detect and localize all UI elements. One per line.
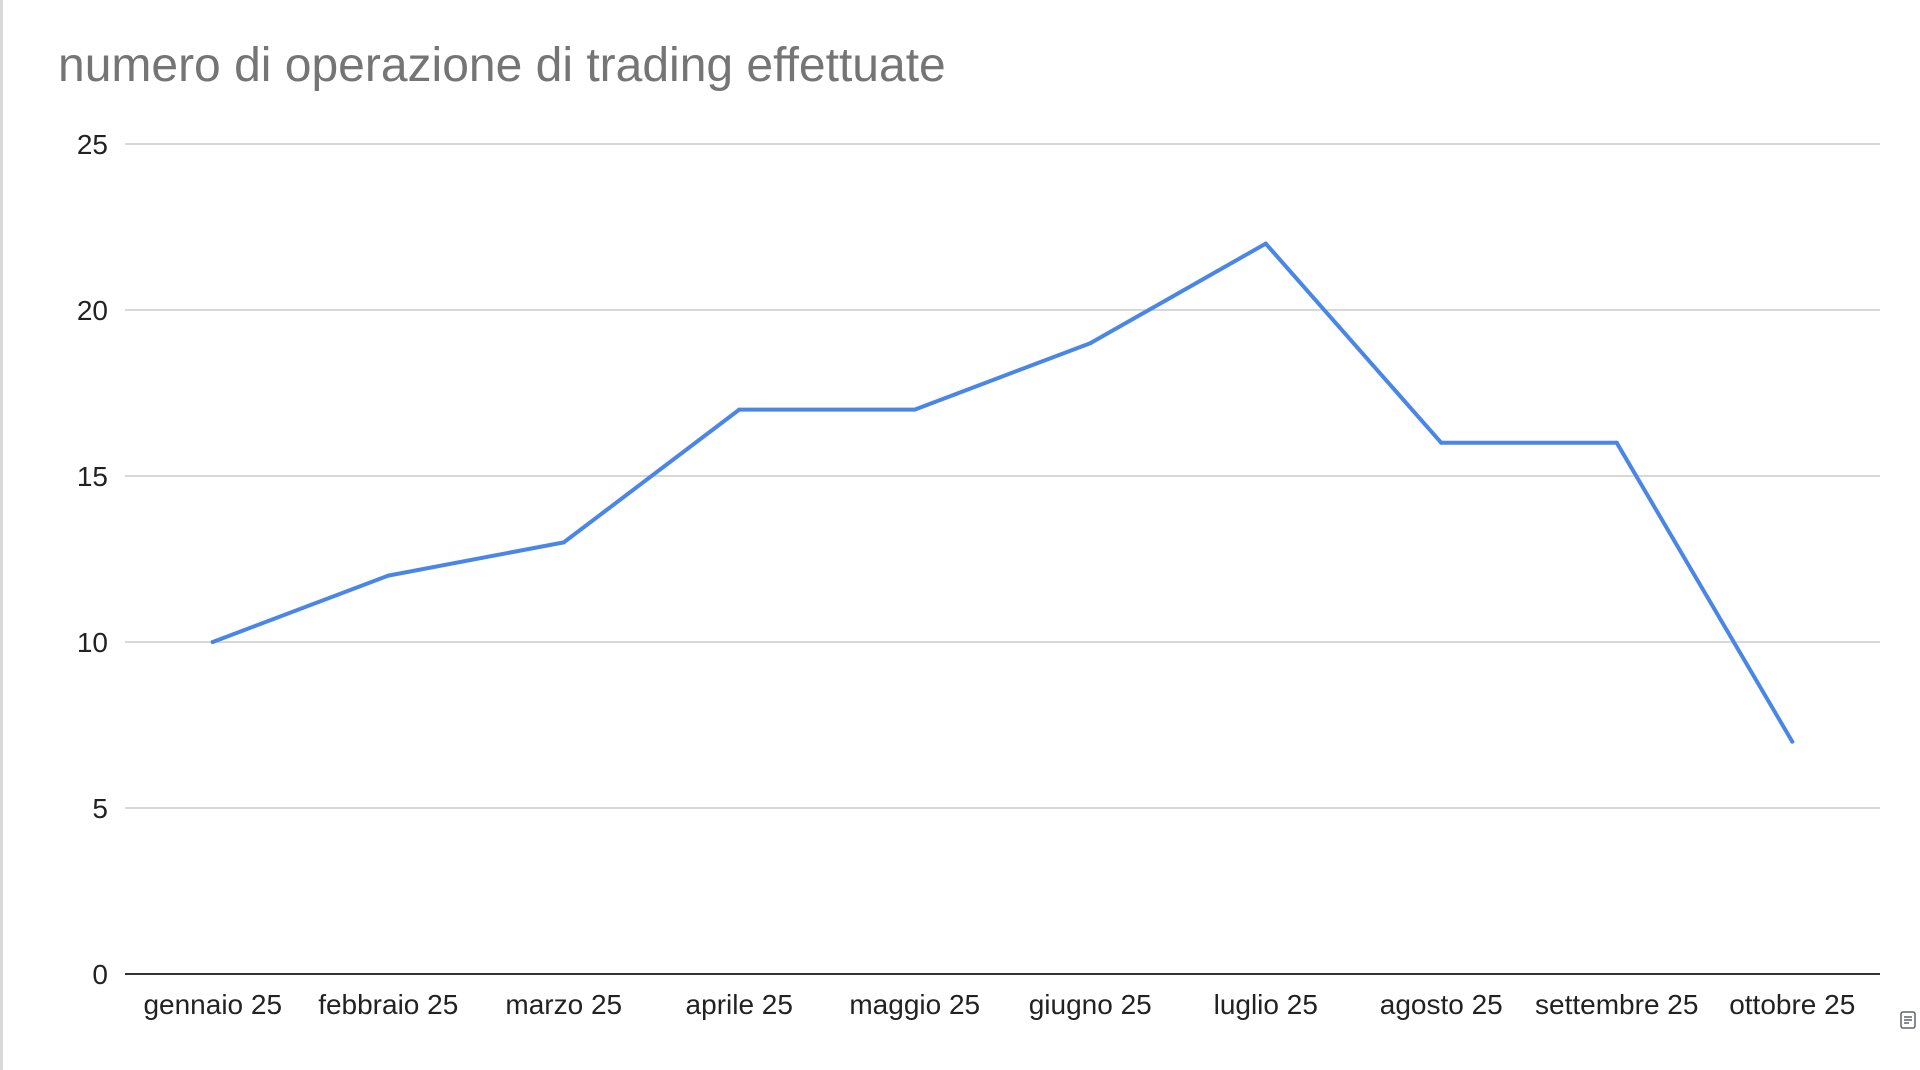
sheet-edge-divider <box>0 0 3 1070</box>
x-tick-label: giugno 25 <box>1029 989 1152 1020</box>
x-tick-label: aprile 25 <box>686 989 793 1020</box>
gridlines <box>125 143 1880 975</box>
data-point[interactable] <box>1088 341 1093 346</box>
y-tick-label: 25 <box>77 129 108 160</box>
y-tick-label: 15 <box>77 461 108 492</box>
x-tick-label: maggio 25 <box>849 989 980 1020</box>
x-tick-label: gennaio 25 <box>143 989 282 1020</box>
series-layer <box>210 241 1795 744</box>
x-tick-label: marzo 25 <box>505 989 622 1020</box>
data-point[interactable] <box>737 407 742 412</box>
data-point[interactable] <box>561 540 566 545</box>
x-axis-ticks: gennaio 25 febbraio 25 marzo 25 aprile 25 ma… <box>143 989 1855 1020</box>
data-point[interactable] <box>1263 241 1268 246</box>
data-point[interactable] <box>1790 739 1795 744</box>
x-tick-label: febbraio 25 <box>318 989 458 1020</box>
data-point[interactable] <box>1614 440 1619 445</box>
data-point[interactable] <box>912 407 917 412</box>
x-tick-label: luglio 25 <box>1214 989 1318 1020</box>
x-tick-label: ottobre 25 <box>1729 989 1855 1020</box>
y-tick-label: 20 <box>77 295 108 326</box>
data-point[interactable] <box>1439 440 1444 445</box>
data-point[interactable] <box>210 640 215 644</box>
chart-title: numero di operazione di trading effettua… <box>58 39 946 92</box>
series-line <box>210 241 1795 744</box>
x-tick-label: agosto 25 <box>1380 989 1503 1020</box>
x-tick-label: settembre 25 <box>1535 989 1698 1020</box>
data-point[interactable] <box>386 573 391 578</box>
y-tick-label: 0 <box>92 959 108 990</box>
y-tick-label: 10 <box>77 627 108 658</box>
y-tick-label: 5 <box>92 793 108 824</box>
legend-toggle-icon[interactable] <box>1900 1010 1916 1030</box>
y-axis-ticks: 0 5 10 15 20 25 <box>77 129 108 990</box>
